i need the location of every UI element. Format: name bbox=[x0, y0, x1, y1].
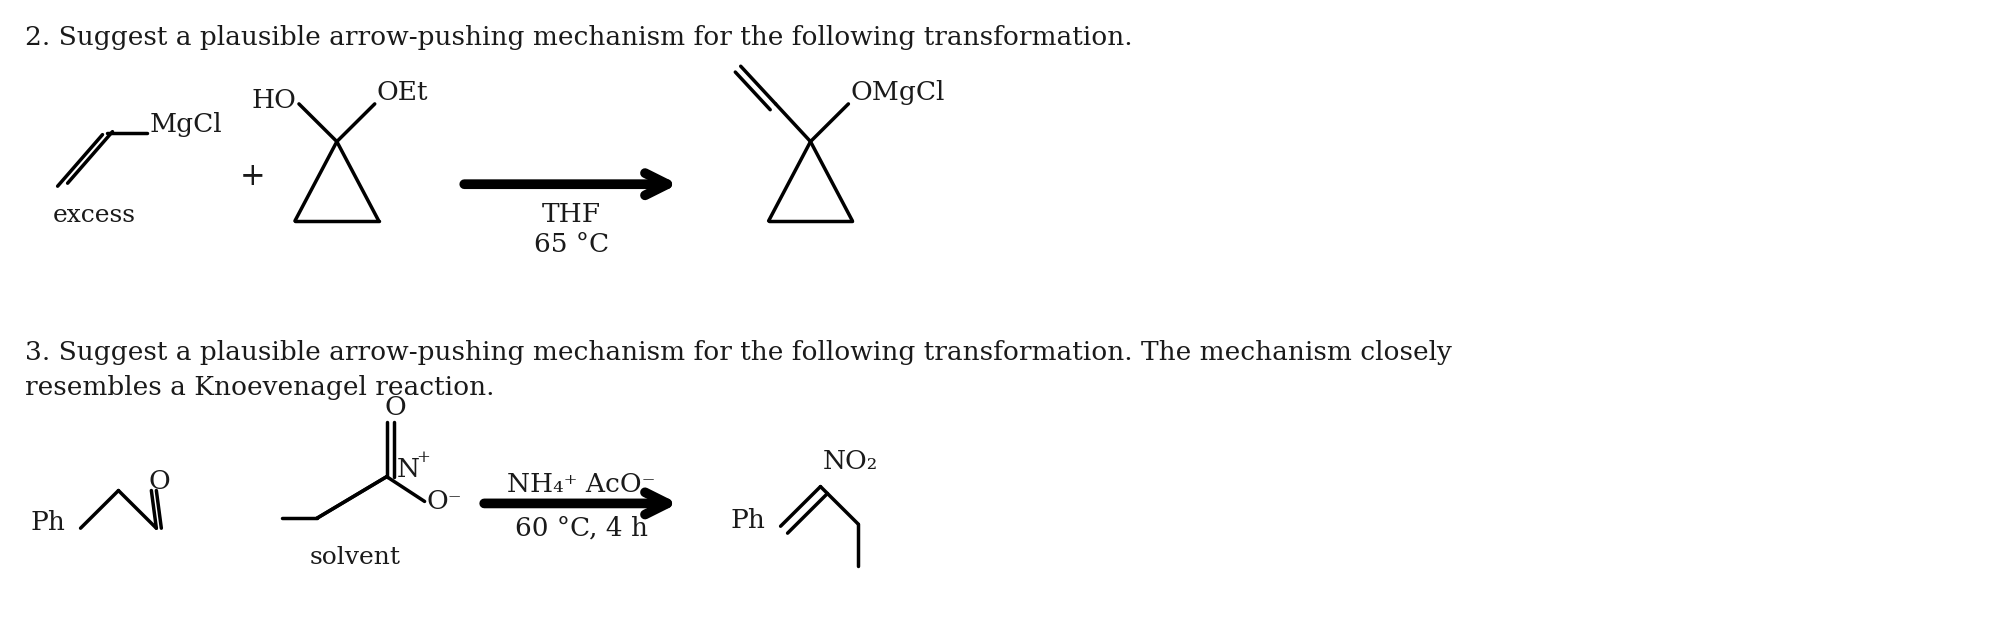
Text: MgCl: MgCl bbox=[149, 112, 223, 137]
Text: OMgCl: OMgCl bbox=[851, 80, 945, 105]
Text: resembles a Knoevenagel reaction.: resembles a Knoevenagel reaction. bbox=[24, 374, 493, 399]
Text: THF: THF bbox=[541, 202, 601, 227]
Text: 2. Suggest a plausible arrow-pushing mechanism for the following transformation.: 2. Suggest a plausible arrow-pushing mec… bbox=[24, 24, 1132, 50]
Text: 60 °C, 4 h: 60 °C, 4 h bbox=[515, 515, 648, 540]
Text: N: N bbox=[396, 457, 420, 482]
Text: O⁻: O⁻ bbox=[426, 489, 461, 514]
Text: Ph: Ph bbox=[30, 511, 66, 536]
Text: excess: excess bbox=[52, 204, 135, 227]
Text: O: O bbox=[384, 395, 406, 421]
Text: 3. Suggest a plausible arrow-pushing mechanism for the following transformation.: 3. Suggest a plausible arrow-pushing mec… bbox=[24, 340, 1452, 365]
Text: 65 °C: 65 °C bbox=[533, 231, 609, 257]
Text: Ph: Ph bbox=[730, 509, 766, 534]
Text: NH₄⁺ AcO⁻: NH₄⁺ AcO⁻ bbox=[507, 472, 656, 496]
Text: O: O bbox=[149, 469, 171, 494]
Text: HO: HO bbox=[251, 88, 296, 113]
Text: NO₂: NO₂ bbox=[823, 449, 877, 474]
Text: OEt: OEt bbox=[376, 80, 428, 105]
Text: solvent: solvent bbox=[310, 546, 402, 569]
Text: +: + bbox=[241, 161, 267, 192]
Text: +: + bbox=[416, 449, 430, 466]
